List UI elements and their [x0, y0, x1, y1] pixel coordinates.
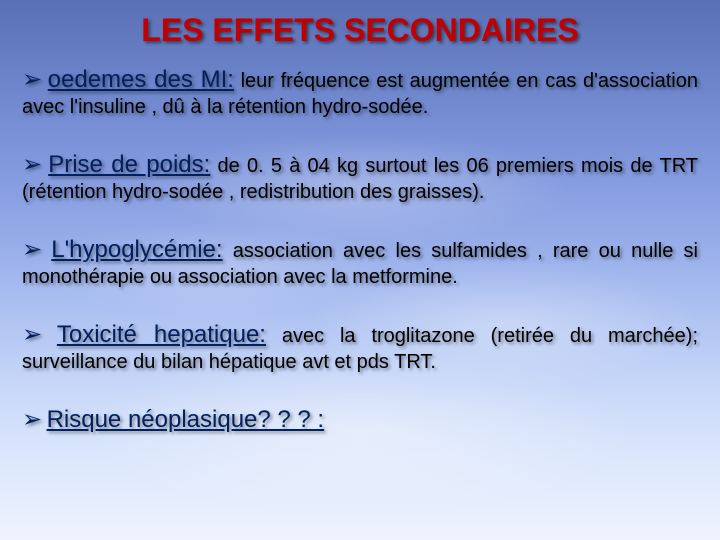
- bullet-arrow-icon: ➢: [22, 406, 42, 433]
- bullet-heading: oedemes des MI:: [48, 66, 234, 93]
- bullet-item-5: ➢ Risque néoplasique? ? ? :: [22, 405, 698, 435]
- bullet-arrow-icon: ➢: [22, 151, 42, 178]
- bullet-heading: Toxicité hepatique:: [57, 321, 266, 348]
- bullet-arrow-icon: ➢: [22, 321, 42, 348]
- bullet-heading: Prise de poids:: [48, 151, 210, 178]
- bullet-item-4: ➢ Toxicité hepatique: avec la troglitazo…: [22, 320, 698, 375]
- bullet-arrow-icon: ➢: [22, 66, 42, 93]
- slide: LES EFFETS SECONDAIRES ➢ oedemes des MI:…: [0, 0, 720, 540]
- slide-title: LES EFFETS SECONDAIRES: [22, 12, 698, 49]
- bullet-heading: L'hypoglycémie:: [51, 236, 222, 263]
- bullet-arrow-icon: ➢: [22, 236, 42, 263]
- bullet-item-2: ➢ Prise de poids: de 0. 5 à 04 kg surtou…: [22, 150, 698, 205]
- bullet-item-1: ➢ oedemes des MI: leur fréquence est aug…: [22, 65, 698, 120]
- bullet-heading: Risque néoplasique? ? ? :: [47, 406, 325, 433]
- bullet-item-3: ➢ L'hypoglycémie: association avec les s…: [22, 235, 698, 290]
